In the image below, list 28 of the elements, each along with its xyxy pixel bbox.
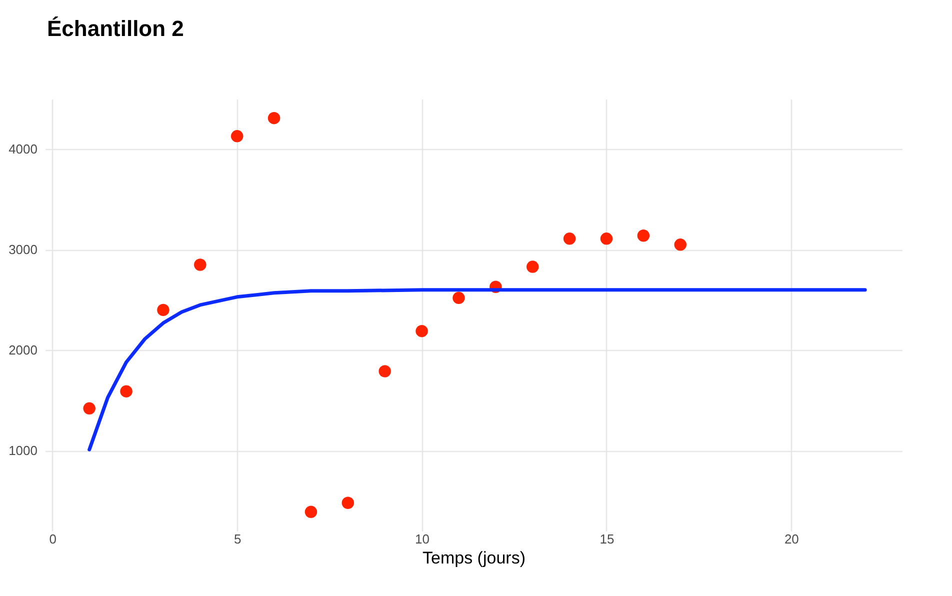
x-tick-label: 5 [234, 532, 242, 546]
point [230, 130, 244, 142]
point [304, 506, 318, 518]
x-tick-label: 10 [415, 532, 430, 546]
point [452, 292, 465, 304]
x-axis-title: Temps (jours) [422, 548, 526, 568]
x-tick-label: 20 [784, 532, 799, 546]
x-tick-label: 0 [49, 532, 57, 546]
point [194, 258, 206, 271]
point [342, 496, 354, 509]
point [674, 238, 686, 251]
point [157, 304, 170, 316]
chart-title: Échantillon 2 [47, 16, 184, 41]
line-series [88, 288, 867, 452]
point [378, 365, 391, 378]
x-tick-label: 15 [600, 532, 614, 546]
point [416, 324, 428, 338]
point [120, 385, 132, 398]
point [563, 232, 576, 245]
point [600, 232, 613, 245]
y-tick-label: 3000 [8, 242, 38, 258]
point [526, 260, 539, 273]
point [83, 402, 96, 415]
point [637, 230, 650, 242]
point [268, 112, 280, 124]
y-tick-label: 2000 [8, 342, 38, 358]
y-tick-label: 1000 [8, 443, 38, 458]
y-tick-label: 4000 [8, 142, 38, 157]
